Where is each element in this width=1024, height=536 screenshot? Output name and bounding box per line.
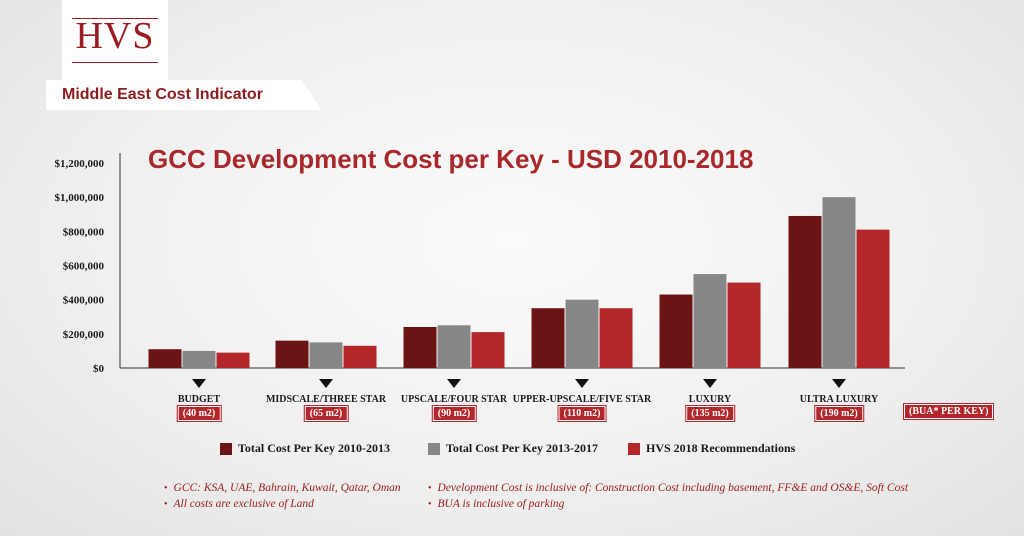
bar (788, 215, 822, 368)
subtitle: Middle East Cost Indicator (62, 86, 263, 103)
legend-label: Total Cost Per Key 2010-2013 (238, 441, 390, 455)
down-arrow-icon (832, 379, 846, 388)
category-label: UPSCALE/FOUR STAR (400, 394, 508, 405)
bullet-icon: • (164, 498, 168, 510)
bar (693, 274, 727, 368)
footnote: • GCC: KSA, UAE, Bahrain, Kuwait, Qatar,… (164, 482, 401, 494)
chart-title: GCC Development Cost per Key - USD 2010-… (148, 144, 754, 174)
logo-bottom-rule (72, 62, 158, 63)
bar (822, 197, 856, 368)
bar (182, 350, 216, 368)
bar (531, 308, 565, 368)
down-arrow-icon (703, 379, 717, 388)
bar (565, 299, 599, 368)
legend-item: Total Cost Per Key 2013-2017 (428, 441, 598, 456)
y-tick-label: $600,000 (63, 261, 105, 273)
category-label: BUDGET (177, 394, 221, 405)
bar (275, 340, 309, 368)
bar (403, 327, 437, 368)
bar (309, 342, 343, 368)
footnote: • BUA is inclusive of parking (428, 498, 564, 510)
bua-badge: (40 m2) (176, 405, 222, 422)
legend-item: Total Cost Per Key 2010-2013 (220, 441, 390, 456)
bua-badge: (65 m2) (303, 405, 349, 422)
legend: Total Cost Per Key 2010-2013 Total Cost … (0, 441, 1024, 459)
bar (471, 332, 505, 368)
y-tick-label: $200,000 (63, 329, 105, 341)
y-tick-label: $1,000,000 (55, 192, 105, 204)
bua-badge: (135 m2) (685, 405, 735, 422)
logo-top-rule (72, 18, 158, 19)
bar (343, 345, 377, 368)
hvs-logo: HVS (62, 0, 168, 80)
y-tick-label: $1,200,000 (55, 158, 105, 170)
bullet-icon: • (428, 498, 432, 510)
bar (437, 325, 471, 368)
down-arrow-icon (447, 379, 461, 388)
y-tick-label: $800,000 (63, 226, 105, 238)
subtitle-band: Middle East Cost Indicator (46, 80, 321, 110)
bua-key-badge: (BUA* PER KEY) (902, 403, 995, 420)
y-tick-label: $400,000 (63, 295, 105, 307)
legend-label: Total Cost Per Key 2013-2017 (446, 441, 598, 455)
bar (856, 229, 890, 368)
footnote-text: GCC: KSA, UAE, Bahrain, Kuwait, Qatar, O… (173, 482, 401, 494)
bua-badge: (190 m2) (814, 405, 864, 422)
bar (659, 294, 693, 368)
legend-swatch (220, 442, 232, 455)
category-label: ULTRA LUXURY (799, 394, 879, 405)
down-arrow-icon (319, 379, 333, 388)
legend-swatch (428, 442, 440, 455)
down-arrow-icon (575, 379, 589, 388)
bua-badge: (90 m2) (431, 405, 477, 422)
footnote: • Development Cost is inclusive of: Cons… (428, 482, 908, 494)
category-label: LUXURY (688, 394, 732, 405)
bua-badge: (110 m2) (557, 405, 607, 422)
bar (727, 282, 761, 368)
bar (599, 308, 633, 368)
footnote: • All costs are exclusive of Land (164, 498, 314, 510)
bar (148, 349, 182, 368)
category-label: UPPER-UPSCALE/FIVE STAR (512, 394, 652, 405)
bullet-icon: • (164, 482, 168, 494)
category-label: MIDSCALE/THREE STAR (265, 394, 387, 405)
footnote-text: BUA is inclusive of parking (437, 498, 565, 510)
legend-item: HVS 2018 Recommendations (628, 441, 795, 456)
bar (216, 352, 250, 368)
legend-label: HVS 2018 Recommendations (646, 441, 796, 455)
footnote-text: Development Cost is inclusive of: Constr… (437, 482, 909, 494)
bullet-icon: • (428, 482, 432, 494)
footnote-text: All costs are exclusive of Land (173, 498, 314, 510)
legend-swatch (628, 442, 640, 455)
logo-text: HVS (75, 15, 155, 57)
y-tick-label: $0 (93, 363, 105, 375)
down-arrow-icon (192, 379, 206, 388)
